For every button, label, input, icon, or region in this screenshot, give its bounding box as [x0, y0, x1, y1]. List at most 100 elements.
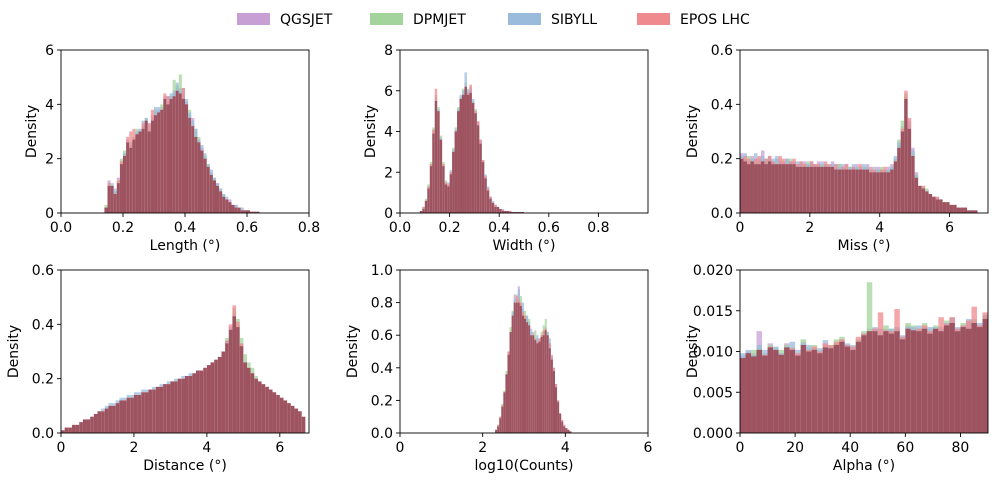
bar-alpha-overlap-41 [965, 328, 972, 433]
bar-log10counts-epos-lhc-10 [515, 296, 518, 303]
legend-label-sibyll: SIBYLL [551, 12, 597, 28]
bar-distance-sibyll-17 [123, 397, 127, 401]
bar-alpha-epos-lhc-15 [822, 343, 829, 348]
bar-distance-dpmjet-52 [250, 367, 255, 374]
bar-alpha-epos-lhc-21 [855, 336, 862, 342]
bar-miss-overlap-56 [935, 199, 940, 213]
bar-alpha-epos-lhc-37 [943, 323, 950, 326]
bar-length-sibyll-33 [206, 164, 210, 167]
bar-alpha-epos-lhc-10 [795, 353, 801, 356]
bar-width-epos-lhc-1 [422, 206, 425, 209]
ytick-label-width-3: 6 [384, 84, 393, 100]
bar-log10counts-overlap-14 [524, 318, 527, 433]
bar-length-epos-lhc-14 [147, 123, 151, 132]
bar-width-overlap-36 [509, 211, 512, 213]
bar-width-sibyll-21 [471, 98, 475, 103]
bar-length-overlap-19 [163, 98, 167, 213]
bar-miss-sibyll-50 [914, 174, 919, 178]
bar-miss-epos-lhc-47 [904, 90, 908, 99]
ytick-label-log10counts-1: 0.2 [371, 393, 393, 409]
bar-miss-overlap-43 [890, 169, 894, 213]
bar-distance-sibyll-15 [115, 400, 120, 404]
bar-width-overlap-23 [476, 125, 480, 213]
bar-miss-sibyll-35 [862, 164, 866, 170]
bar-alpha-sibyll-0 [740, 353, 746, 359]
legend-swatch-epos-lhc [637, 13, 670, 25]
bar-miss-sibyll-28 [837, 166, 842, 170]
bar-distance-sibyll-19 [130, 394, 134, 398]
bar-distance-overlap-44 [221, 351, 226, 433]
legend-swatch-sibyll [508, 13, 541, 25]
bars-distance [61, 305, 306, 433]
bar-miss-epos-lhc-20 [809, 161, 814, 167]
ytick-label-distance-0: 0.0 [32, 426, 54, 442]
bar-miss-epos-lhc-8 [767, 155, 772, 162]
bar-miss-sibyll-33 [855, 166, 859, 170]
xtick-label-distance-0: 0 [57, 440, 66, 456]
bar-log10counts-overlap-24 [544, 330, 547, 433]
bar-log10counts-dpmjet-24 [544, 318, 547, 331]
bar-distance-overlap-15 [115, 403, 120, 433]
bar-distance-dpmjet-50 [243, 354, 247, 363]
bar-width-overlap-5 [432, 133, 435, 213]
bar-length-overlap-16 [154, 115, 158, 213]
bar-length-sibyll-16 [154, 107, 158, 116]
xtick-label-log10counts-1: 2 [478, 440, 487, 456]
bar-alpha-epos-lhc-17 [833, 341, 840, 345]
bar-length-epos-lhc-12 [141, 123, 145, 129]
bar-log10counts-overlap-19 [534, 340, 537, 433]
bar-miss-epos-lhc-34 [858, 164, 863, 170]
bar-alpha-dpmjet-22 [861, 331, 867, 336]
bar-length-overlap-47 [250, 211, 254, 213]
bar-alpha-dpmjet-5 [767, 344, 774, 348]
bar-distance-overlap-55 [261, 384, 266, 433]
bar-alpha-overlap-3 [756, 349, 763, 433]
bar-width-epos-lhc-36 [509, 210, 512, 212]
bar-length-epos-lhc-20 [166, 96, 170, 105]
bar-width-overlap-9 [442, 166, 445, 213]
bar-log10counts-dpmjet-12 [519, 296, 522, 306]
bars-alpha [740, 282, 988, 433]
bar-distance-overlap-38 [199, 370, 204, 433]
bar-distance-epos-lhc-46 [228, 324, 233, 330]
bar-alpha-epos-lhc-9 [789, 348, 796, 350]
bar-distance-overlap-29 [166, 384, 171, 433]
bar-width-overlap-4 [429, 166, 433, 213]
bar-distance-sibyll-23 [144, 389, 149, 393]
bar-alpha-overlap-43 [976, 327, 983, 433]
axes-frame-miss [739, 49, 989, 214]
bar-distance-overlap-4 [75, 424, 80, 433]
bar-miss-epos-lhc-11 [778, 155, 782, 165]
bar-miss-overlap-22 [816, 166, 821, 213]
bar-miss-overlap-12 [781, 164, 786, 213]
bar-miss-overlap-39 [876, 172, 880, 213]
bar-miss-epos-lhc-46 [900, 128, 905, 132]
bar-width-sibyll-17 [462, 90, 465, 95]
bar-miss-epos-lhc-14 [788, 161, 793, 165]
ytick-label-length-0: 0 [45, 206, 54, 222]
bar-width-epos-lhc-11 [447, 184, 450, 187]
bar-alpha-overlap-23 [866, 331, 873, 433]
bar-log10counts-dpmjet-16 [528, 318, 531, 326]
bar-log10counts-overlap-32 [561, 421, 564, 433]
bar-alpha-sibyll-31 [910, 327, 917, 331]
bar-log10counts-sibyll-17 [530, 328, 533, 336]
xtick-label-miss-3: 6 [945, 220, 954, 236]
bar-alpha-overlap-33 [921, 328, 928, 433]
bar-miss-overlap-65 [967, 210, 971, 213]
bar-distance-sibyll-18 [126, 394, 131, 398]
ytick-label-length-2: 4 [45, 97, 54, 113]
bar-alpha-epos-lhc-26 [883, 330, 889, 332]
bar-miss-sibyll-49 [911, 150, 915, 156]
legend-label-qgsjet: QGSJET [280, 12, 333, 28]
bar-miss-epos-lhc-41 [883, 166, 887, 173]
bar-width-sibyll-13 [452, 149, 455, 152]
bar-distance-sibyll-20 [133, 392, 138, 395]
bar-log10counts-epos-lhc-30 [557, 400, 560, 403]
bar-length-sibyll-23 [175, 82, 179, 91]
bar-log10counts-epos-lhc-33 [563, 424, 566, 427]
bar-distance-overlap-20 [133, 394, 138, 433]
bar-length-overlap-40 [228, 202, 232, 213]
bar-length-sibyll-11 [138, 128, 142, 132]
bar-width-overlap-29 [491, 202, 495, 213]
